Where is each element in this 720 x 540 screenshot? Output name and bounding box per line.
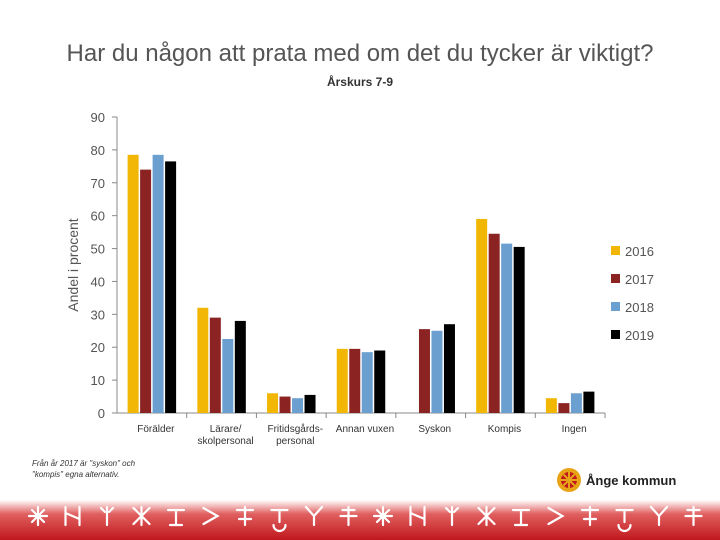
footnote: Från år 2017 är "syskon" och "kompis" eg… (32, 459, 136, 479)
x-tick-label: Ingen (562, 424, 587, 435)
y-axis-label-group: Andel i procent (65, 218, 81, 312)
bar-2017 (279, 396, 291, 413)
ange-kommun-emblem-icon (557, 468, 581, 492)
bar-2016 (545, 398, 557, 413)
x-tick-label-line: Lärare/ (210, 424, 242, 435)
rune-glyph (235, 505, 255, 527)
rune-glyph (64, 505, 81, 527)
bar-2019 (165, 161, 177, 413)
y-tick-label: 60 (91, 209, 105, 224)
rune-glyph (649, 505, 669, 527)
bar-2017 (140, 169, 152, 413)
decorative-band (0, 500, 720, 540)
y-tick-label: 30 (91, 307, 105, 322)
y-tick-label: 80 (91, 143, 105, 158)
rune-glyph (477, 505, 496, 527)
x-tick-label-line: Ingen (562, 424, 587, 435)
rune-glyph (166, 508, 186, 527)
bar-2018 (292, 398, 304, 413)
x-tick-label: Fritidsgårds-personal (267, 423, 323, 447)
y-ticks: 0 10 20 30 40 50 60 70 80 90 (91, 110, 606, 421)
rune-pattern (27, 505, 703, 533)
chart-title: Har du någon att prata med om det du tyc… (66, 40, 654, 67)
y-axis-label: Andel i procent (65, 218, 81, 312)
bar-2018 (222, 339, 234, 413)
legend-swatch-2018 (611, 302, 620, 311)
bar-2019 (304, 394, 316, 413)
rune-glyph (27, 505, 49, 527)
legend-label: 2016 (625, 244, 654, 259)
bar-2017 (418, 329, 430, 413)
x-tick-label-line: Annan vuxen (336, 424, 394, 435)
bar-2018 (431, 330, 443, 413)
x-tick-label: Kompis (488, 424, 521, 435)
rune-glyph (304, 505, 324, 527)
bars (127, 154, 595, 414)
bar-2018 (152, 154, 164, 414)
rune-glyph (270, 508, 289, 533)
ange-kommun-logo[interactable]: Ånge kommun (556, 466, 676, 494)
bar-2016 (476, 218, 488, 413)
y-tick-label: 40 (91, 274, 105, 289)
x-tick-label-line: Kompis (488, 424, 521, 435)
bar-2019 (513, 246, 525, 413)
bar-2018 (501, 243, 513, 413)
rune-glyph (372, 505, 394, 527)
x-tick-label: Annan vuxen (336, 424, 394, 435)
legend-swatch-2017 (611, 274, 620, 283)
bar-2018 (361, 352, 373, 413)
bar-2017 (558, 403, 570, 413)
legend-label: 2017 (625, 272, 654, 287)
bar-2017 (349, 348, 361, 413)
x-tick-label: Förälder (137, 424, 175, 435)
x-tick-label-line: Förälder (137, 424, 175, 435)
rune-glyph (339, 505, 358, 527)
rune-glyph (615, 508, 634, 533)
bar-2019 (583, 391, 595, 413)
bar-2019 (443, 324, 455, 413)
bar-2016 (127, 154, 139, 414)
y-tick-label: 70 (91, 176, 105, 191)
bar-2017 (209, 317, 221, 413)
x-tick-label-line: skolpersonal (197, 436, 253, 447)
rune-glyph (511, 508, 531, 527)
bar-2019 (374, 350, 386, 413)
legend-swatch-2019 (611, 330, 620, 339)
x-tick-label-line: Fritidsgårds- (267, 423, 323, 435)
rune-glyph (132, 505, 151, 527)
rune-glyph (444, 505, 460, 527)
rune-glyph (547, 506, 565, 526)
y-tick-label: 20 (91, 340, 105, 355)
bar-2018 (570, 393, 582, 413)
rune-glyph (99, 505, 115, 527)
logo-text: Ånge kommun (586, 472, 677, 488)
x-tick-label-line: personal (276, 436, 314, 447)
y-tick-label: 50 (91, 242, 105, 257)
y-tick-label: 0 (98, 406, 105, 421)
x-tick-label: Syskon (418, 424, 451, 435)
bar-2019 (234, 320, 246, 413)
rune-glyph (202, 506, 220, 526)
rune-glyph (409, 505, 426, 527)
legend-label: 2019 (625, 328, 654, 343)
y-tick-label: 90 (91, 110, 105, 125)
x-tick-labels: Förälder Lärare/skolpersonal Fritidsgårds-… (137, 423, 586, 447)
chart-subtitle: Årskurs 7-9 (326, 75, 394, 89)
legend-label: 2018 (625, 300, 654, 315)
bar-2016 (197, 307, 209, 413)
bar-2017 (488, 233, 500, 413)
bar-2016 (267, 393, 279, 413)
x-tick-label: Lärare/skolpersonal (197, 424, 253, 447)
rune-glyph (684, 505, 703, 527)
y-tick-label: 10 (91, 373, 105, 388)
bar-2016 (336, 348, 348, 413)
x-tick-label-line: Syskon (418, 424, 451, 435)
legend-swatch-2016 (611, 246, 620, 255)
legend: 2016 2017 2018 2019 (611, 244, 654, 343)
bar-chart: Andel i procent 0 10 20 30 40 50 60 70 80 90 Förä… (65, 110, 654, 447)
rune-glyph (580, 505, 600, 527)
